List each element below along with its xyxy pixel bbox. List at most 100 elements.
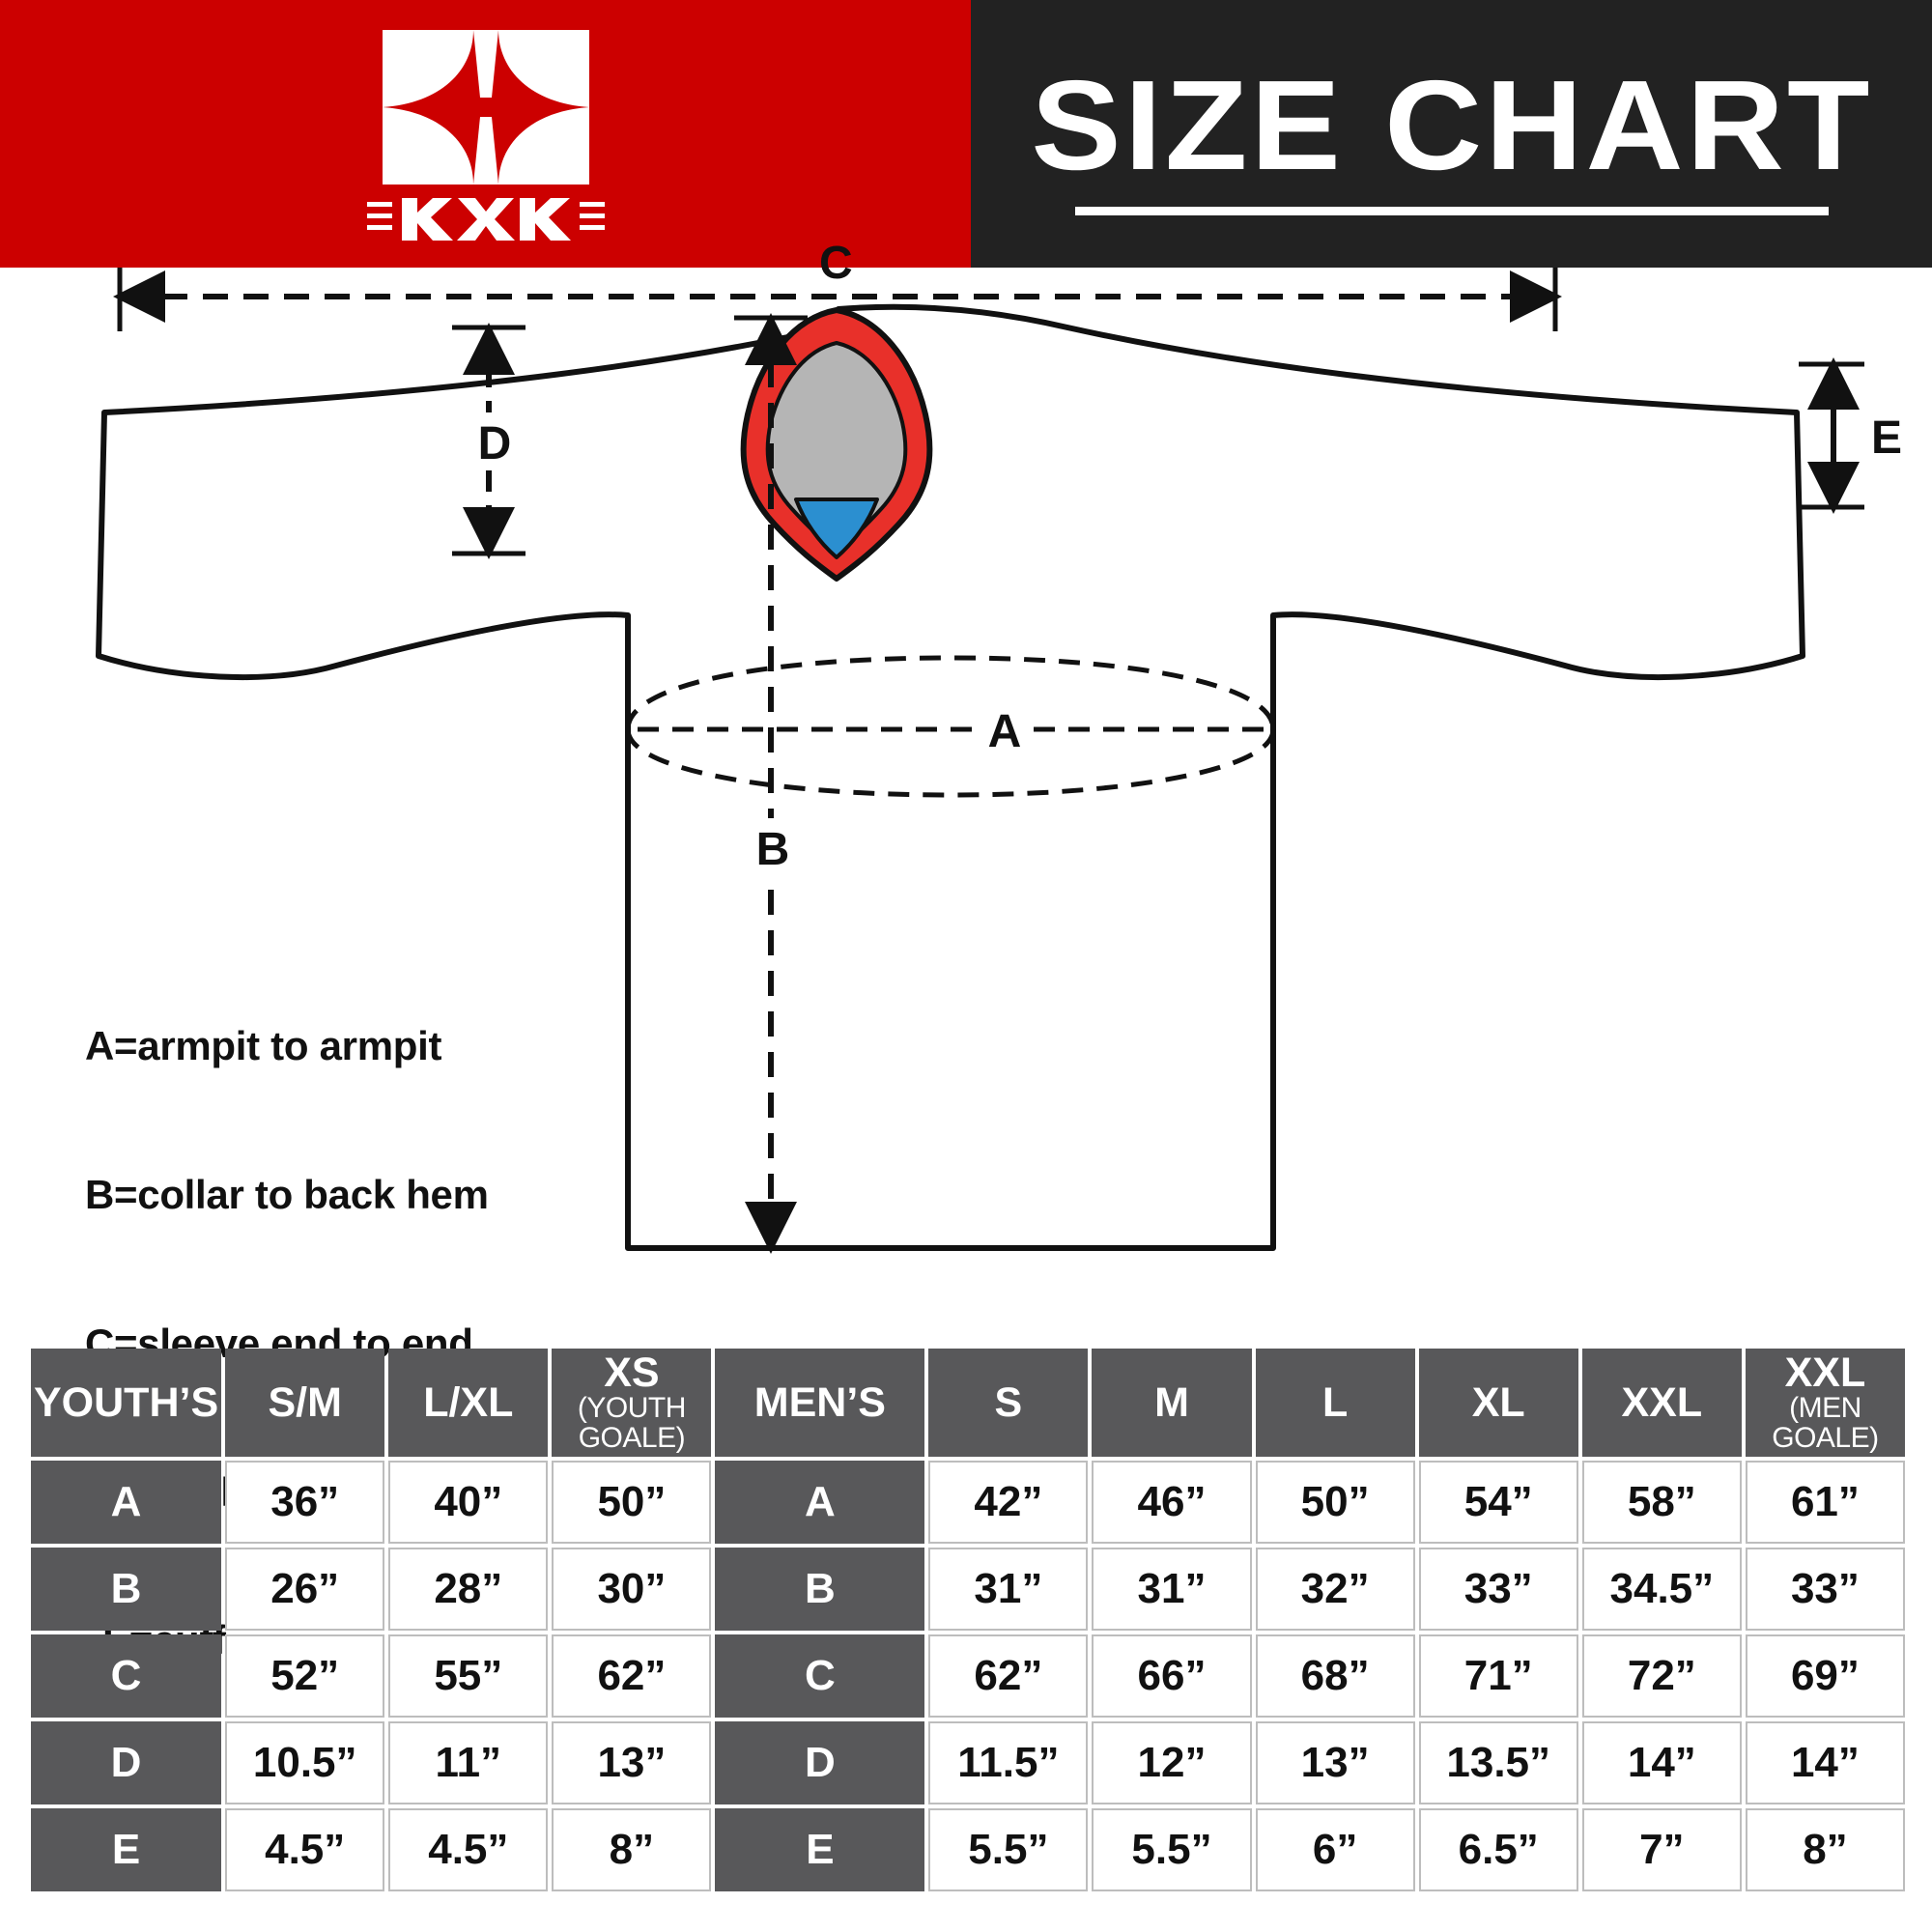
cell-mens-d-1: 12” [1092,1721,1252,1804]
header-mens-s-main: S [994,1378,1023,1426]
header-mens-s: S [928,1349,1089,1457]
row-label-youth-c: C [31,1634,222,1718]
cell-youth-c-0: 52” [225,1634,385,1718]
cell-mens-c-4: 72” [1581,1634,1742,1718]
table-row: C 52” 55” 62” C 62” 66” 68” 71” 72” 69” [31,1634,1905,1718]
cell-youth-a-2: 50” [552,1461,712,1544]
brand-panel [0,0,971,268]
cell-youth-a-0: 36” [225,1461,385,1544]
cell-mens-b-1: 31” [1092,1548,1252,1631]
header-youth-xs: XS (YOUTH GOALE) [552,1349,712,1457]
brand-logo [365,20,607,247]
header-mens-group: MEN’S [715,1349,925,1457]
cell-youth-d-1: 11” [388,1721,549,1804]
cell-youth-a-1: 40” [388,1461,549,1544]
header-youth-lxl: L/XL [388,1349,549,1457]
row-label-mens-b: B [715,1548,925,1631]
cell-mens-d-2: 13” [1255,1721,1415,1804]
dimension-line-b: B [734,313,808,1254]
header-mens-xxlg-main: XXL [1784,1349,1866,1396]
header-youth-group: YOUTH’S [31,1349,222,1457]
header-youth-xs-sub: (YOUTH GOALE) [577,1391,687,1454]
header-youth-sm: S/M [225,1349,385,1457]
header-youth-sm-main: S/M [268,1378,342,1426]
row-label-youth-a: A [31,1461,222,1544]
dimension-label-e: E [1871,412,1902,464]
cell-youth-d-2: 13” [552,1721,712,1804]
cell-mens-c-5: 69” [1745,1634,1905,1718]
header-mens-l: L [1255,1349,1415,1457]
row-label-youth-b: B [31,1548,222,1631]
cell-mens-a-0: 42” [928,1461,1089,1544]
cell-youth-c-1: 55” [388,1634,549,1718]
table-row: D 10.5” 11” 13” D 11.5” 12” 13” 13.5” 14… [31,1721,1905,1804]
size-table: YOUTH’S S/M L/XL XS (YOUTH GOALE) MEN’S S… [27,1345,1909,1895]
page-header: SIZE CHART [0,0,1932,268]
cell-mens-d-4: 14” [1581,1721,1742,1804]
cell-mens-d-5: 14” [1745,1721,1905,1804]
cell-mens-d-3: 13.5” [1418,1721,1578,1804]
header-mens-xxl-main: XXL [1621,1378,1703,1426]
cell-mens-a-3: 54” [1418,1461,1578,1544]
cell-mens-c-3: 71” [1418,1634,1578,1718]
cell-mens-b-5: 33” [1745,1548,1905,1631]
row-label-mens-d: D [715,1721,925,1804]
row-label-youth-d: D [31,1721,222,1804]
header-mens-l-main: L [1321,1378,1349,1426]
title-underline [1074,207,1829,215]
jersey-svg: A B D E [96,268,1902,1254]
cell-mens-a-1: 46” [1092,1461,1252,1544]
cell-mens-c-1: 66” [1092,1634,1252,1718]
cell-mens-b-3: 33” [1418,1548,1578,1631]
cell-mens-a-5: 61” [1745,1461,1905,1544]
header-youth-lxl-main: L/XL [423,1378,514,1426]
cell-youth-d-0: 10.5” [225,1721,385,1804]
cell-mens-e-5: 8” [1745,1808,1905,1891]
header-mens-xl: XL [1418,1349,1578,1457]
cell-mens-d-0: 11.5” [928,1721,1089,1804]
cell-mens-b-2: 32” [1255,1548,1415,1631]
table-row: E 4.5” 4.5” 8” E 5.5” 5.5” 6” 6.5” 7” 8” [31,1808,1905,1891]
cell-mens-c-2: 68” [1255,1634,1415,1718]
cell-youth-e-0: 4.5” [225,1808,385,1891]
dimension-label-c-text: C [819,238,853,289]
title-panel: SIZE CHART [971,0,1932,268]
cell-youth-e-2: 8” [552,1808,712,1891]
row-label-mens-c: C [715,1634,925,1718]
dimension-label-b: B [756,824,790,875]
cell-youth-b-1: 28” [388,1548,549,1631]
cell-mens-e-3: 6.5” [1418,1808,1578,1891]
cell-mens-e-0: 5.5” [928,1808,1089,1891]
header-mens-xxl-goalie: XXL (MEN GOALE) [1745,1349,1905,1457]
dimension-line-e: E [1799,357,1902,514]
header-mens-xxl: XXL [1581,1349,1742,1457]
cell-mens-b-0: 31” [928,1548,1089,1631]
cell-mens-b-4: 34.5” [1581,1548,1742,1631]
dimension-label-d: D [478,418,512,469]
dimension-line-d: D [452,323,526,559]
row-label-mens-e: E [715,1808,925,1891]
cell-mens-a-2: 50” [1255,1461,1415,1544]
cell-youth-b-2: 30” [552,1548,712,1631]
kxk-wordmark-icon [366,198,605,241]
dimension-line-c [113,268,1562,331]
header-mens-m-main: M [1154,1378,1189,1426]
cell-mens-e-1: 5.5” [1092,1808,1252,1891]
cell-youth-e-1: 4.5” [388,1808,549,1891]
legend-line-b: B=collar to back hem [85,1172,489,1218]
cell-youth-c-2: 62” [552,1634,712,1718]
cell-mens-e-4: 7” [1581,1808,1742,1891]
cell-mens-e-2: 6” [1255,1808,1415,1891]
row-label-youth-e: E [31,1808,222,1891]
cell-mens-a-4: 58” [1581,1461,1742,1544]
page-title: SIZE CHART [1030,54,1873,196]
legend-line-a: A=armpit to armpit [85,1023,442,1069]
header-youth-xs-main: XS [604,1349,660,1396]
table-header-row: YOUTH’S S/M L/XL XS (YOUTH GOALE) MEN’S S… [31,1349,1905,1457]
table-row: A 36” 40” 50” A 42” 46” 50” 54” 58” 61” [31,1461,1905,1544]
jersey-diagram: A B D E [0,238,1932,1321]
row-label-mens-a: A [715,1461,925,1544]
dimension-line-a: A [625,655,1276,798]
size-table-body: A 36” 40” 50” A 42” 46” 50” 54” 58” 61” … [31,1461,1905,1891]
dimension-label-a: A [988,706,1022,757]
